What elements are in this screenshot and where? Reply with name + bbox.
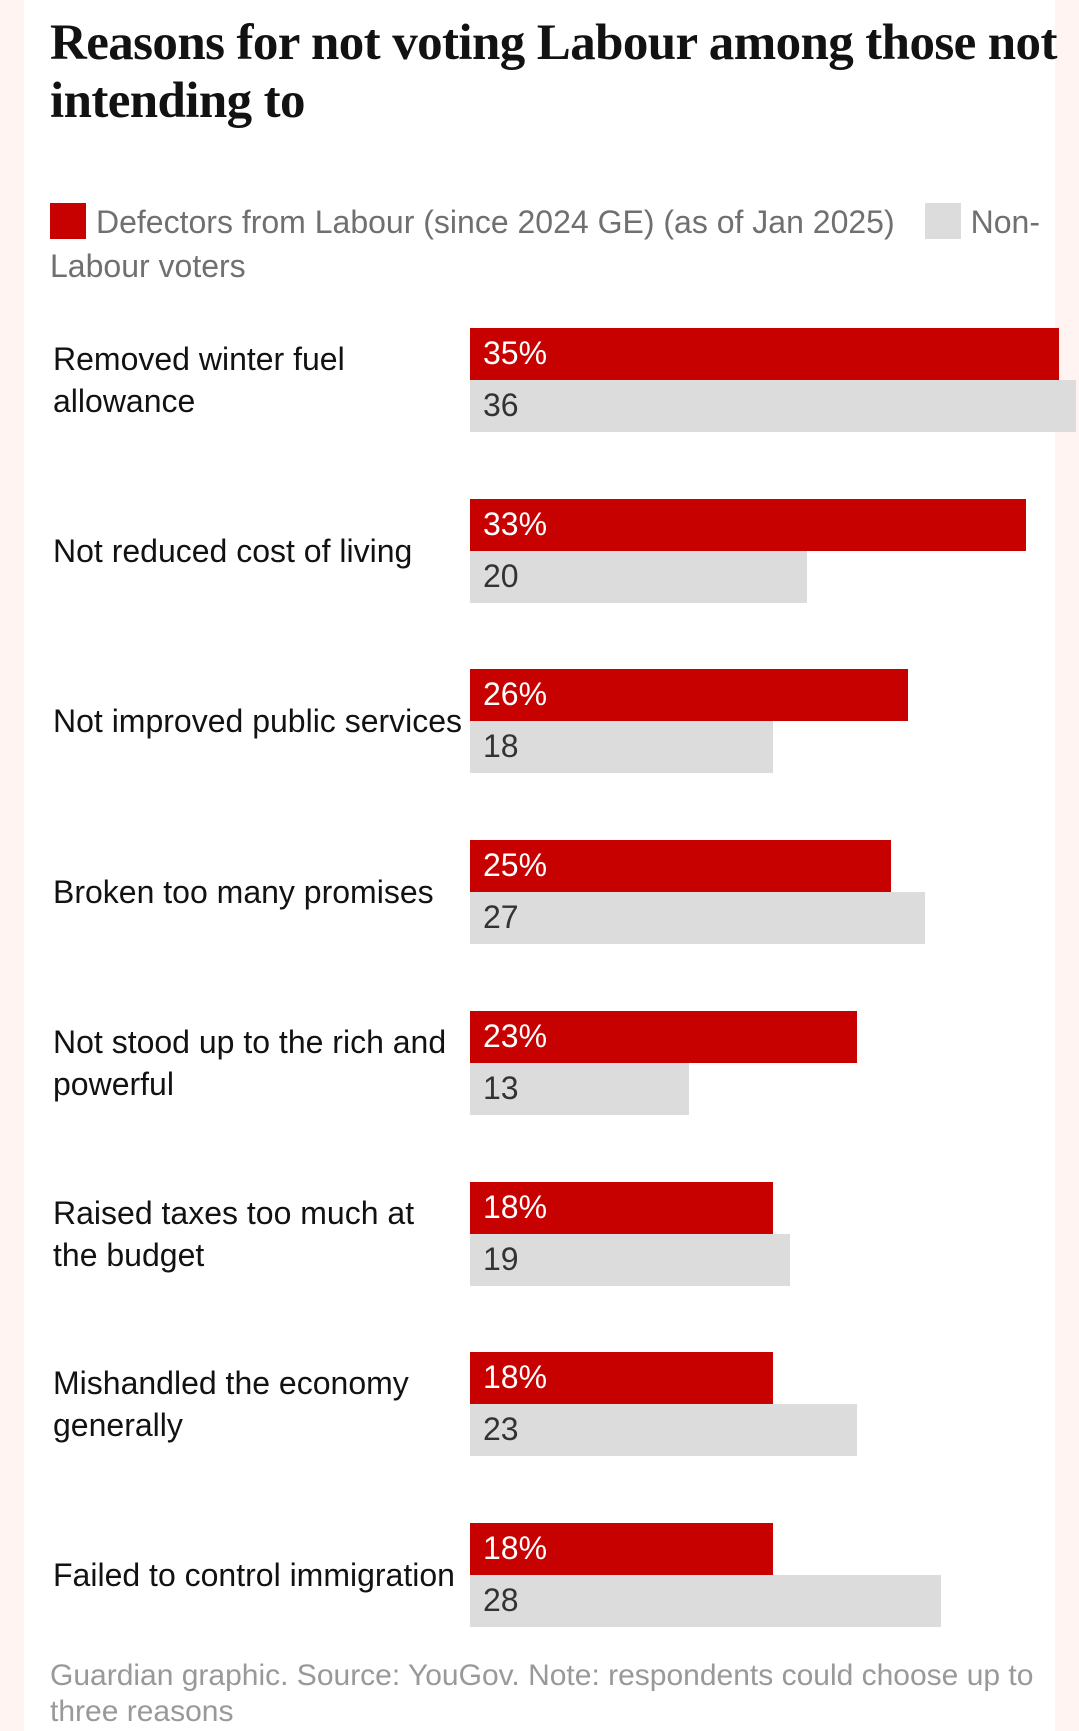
bar <box>470 1352 773 1405</box>
category-label: Broken too many promises <box>53 874 434 911</box>
bar <box>470 721 773 774</box>
value-label: 35% <box>483 335 548 371</box>
value-label: 23 <box>483 1411 519 1448</box>
legend-label: Defectors from Labour (since 2024 GE) (a… <box>96 204 895 240</box>
bar <box>470 669 908 722</box>
legend-label: Non-Labour voters <box>50 204 1040 284</box>
value-label: 26% <box>483 676 548 713</box>
value-label: 13 <box>483 1069 519 1106</box>
chart-title: Reasons for not voting Labour among thos… <box>50 15 1057 129</box>
value-label: 25% <box>483 847 548 884</box>
bar <box>470 1574 942 1627</box>
category-label: Not improved public services <box>53 703 463 740</box>
value-label: 23% <box>483 1017 548 1054</box>
bar <box>470 840 891 893</box>
category-label: Removed winter fuel allowance <box>53 341 345 419</box>
bar <box>470 1010 858 1063</box>
category-label: Not reduced cost of living <box>53 532 413 569</box>
legend-item: Defectors from Labour (since 2024 GE) (a… <box>50 203 895 240</box>
bar <box>470 1181 773 1234</box>
legend-swatch <box>924 203 961 239</box>
value-label: 28 <box>483 1581 519 1618</box>
bar <box>470 1233 790 1286</box>
value-label: 27 <box>483 899 519 936</box>
legend-swatch <box>50 203 86 239</box>
bar <box>470 1062 689 1115</box>
bar <box>470 1522 773 1575</box>
bar <box>470 550 807 603</box>
value-label: 18% <box>483 1359 548 1396</box>
value-label: 19 <box>483 1240 519 1277</box>
value-label: 33% <box>483 505 548 542</box>
bar <box>470 328 1060 380</box>
category-label: Raised taxes too much at the budget <box>53 1194 415 1273</box>
bar <box>470 1404 858 1457</box>
category-label: Failed to control immigration <box>53 1556 455 1593</box>
value-label: 36 <box>483 387 519 423</box>
value-label: 18% <box>483 1188 548 1225</box>
bar <box>470 498 1026 551</box>
category-label: Mishandled the economy generally <box>53 1365 409 1444</box>
value-label: 18% <box>483 1529 548 1566</box>
value-label: 18 <box>483 728 519 765</box>
category-label: Not stood up to the rich and powerful <box>53 1023 447 1102</box>
bar <box>470 892 925 945</box>
footer: Guardian graphic. Source: YouGov. Note: … <box>50 1659 1034 1728</box>
legend: Defectors from Labour (since 2024 GE) (a… <box>50 200 1079 288</box>
legend-item: Non-Labour voters <box>50 203 1040 284</box>
bar <box>470 380 1076 432</box>
value-label: 20 <box>483 557 519 594</box>
